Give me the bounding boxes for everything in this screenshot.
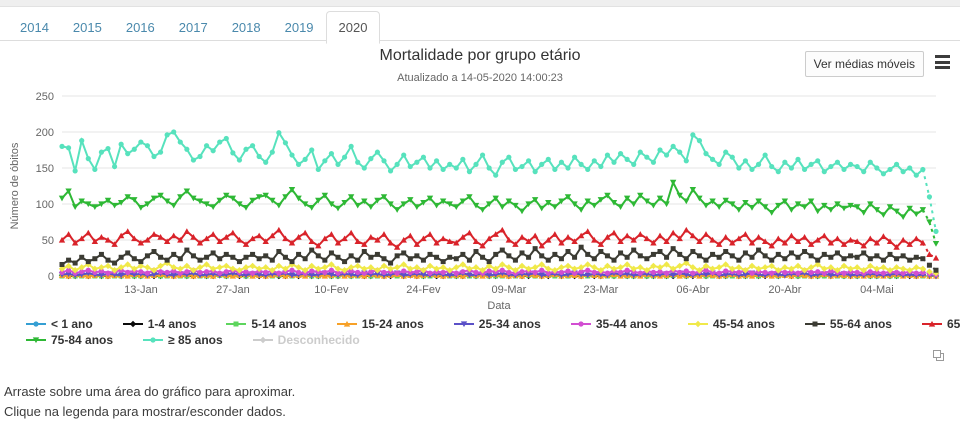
svg-text:50: 50: [42, 235, 54, 247]
legend-label: 65-74 anos: [946, 317, 960, 331]
legend-item-desconhecido[interactable]: Desconhecido: [252, 333, 360, 348]
moving-averages-button[interactable]: Ver médias móveis: [804, 51, 924, 77]
chart-menu-icon[interactable]: [935, 55, 950, 72]
window-top-strip: [0, 0, 960, 7]
svg-text:Data: Data: [487, 300, 511, 312]
chart-title: Mortalidade por grupo etário: [379, 47, 581, 64]
tab-2019[interactable]: 2019: [284, 20, 314, 35]
legend-label: 1-4 anos: [147, 317, 197, 331]
legend-item-55-64-anos[interactable]: 55-64 anos: [804, 317, 892, 332]
legend-label: 15-24 anos: [361, 317, 424, 331]
svg-text:09-Mar: 09-Mar: [491, 284, 526, 296]
legend-marker-icon: [122, 320, 143, 328]
svg-text:23-Mar: 23-Mar: [583, 284, 618, 296]
tab-2017[interactable]: 2017: [178, 20, 208, 35]
legend-item-45-54-anos[interactable]: 45-54 anos: [687, 317, 775, 332]
legend-label: 35-44 anos: [595, 317, 658, 331]
legend-item-35-44-anos[interactable]: 35-44 anos: [570, 317, 658, 332]
legend-marker-icon: [570, 321, 591, 327]
legend-marker-icon: [336, 320, 357, 327]
copy-icon[interactable]: [933, 350, 945, 362]
legend-label: ≥ 85 anos: [168, 333, 223, 347]
legend-marker-icon: [453, 321, 474, 328]
tab-2015[interactable]: 2015: [72, 20, 102, 35]
svg-text:27-Jan: 27-Jan: [216, 284, 250, 296]
mortality-line-chart[interactable]: 0 50 100 150 200 250 13-Jan 27-Jan 10-Fev 24-Fev 0…: [0, 88, 960, 314]
legend-label: 5-14 anos: [251, 317, 307, 331]
legend-item-15-24-anos[interactable]: 15-24 anos: [336, 317, 424, 332]
legend-item-25-34-anos[interactable]: 25-34 anos: [453, 317, 541, 332]
legend-label: 55-64 anos: [829, 317, 892, 331]
legend-item-5-14-anos[interactable]: 5-14 anos: [226, 317, 307, 332]
tab-2020[interactable]: 2020: [325, 11, 381, 44]
legend-item-65-74-anos[interactable]: 65-74 anos: [921, 317, 960, 332]
legend-item-75-84-anos[interactable]: 75-84 anos: [26, 333, 113, 348]
chart-header: Mortalidade por grupo etário Atualizado …: [0, 47, 960, 84]
legend-label: Desconhecido: [277, 333, 360, 347]
svg-text:250: 250: [36, 91, 54, 103]
legend-marker-icon: [143, 337, 164, 343]
legend-marker-icon: [921, 320, 942, 327]
legend-item-1-4-anos[interactable]: 1-4 anos: [122, 317, 197, 332]
chart-panel: Mortalidade por grupo etário Atualizado …: [0, 41, 960, 366]
chart-subtitle: Atualizado a 14-05-2020 14:00:23: [397, 72, 563, 84]
legend-marker-icon: [804, 321, 825, 327]
tab-2014[interactable]: 2014: [20, 20, 49, 35]
legend-label: 25-34 anos: [478, 317, 541, 331]
svg-text:Número de óbitos: Número de óbitos: [9, 142, 21, 229]
legend-label: < 1 ano: [51, 317, 93, 331]
hint-legend: Clique na legenda para mostrar/esconder …: [4, 404, 286, 420]
svg-text:04-Mai: 04-Mai: [860, 284, 894, 296]
svg-text:20-Abr: 20-Abr: [768, 284, 801, 296]
tab-2018[interactable]: 2018: [231, 20, 261, 35]
tab-2016[interactable]: 2016: [125, 20, 155, 35]
legend-marker-icon: [687, 320, 708, 328]
legend-marker-icon: [226, 321, 247, 327]
legend-label: 45-54 anos: [712, 317, 775, 331]
svg-text:0: 0: [48, 271, 54, 283]
legend-label: 75-84 anos: [51, 333, 114, 347]
svg-text:150: 150: [36, 163, 54, 175]
copy-row: [0, 348, 960, 366]
legend-item-menos-1-ano[interactable]: < 1 ano: [26, 317, 93, 332]
hint-zoom: Arraste sobre uma área do gráfico para a…: [4, 384, 296, 399]
svg-text:10-Fev: 10-Fev: [314, 284, 349, 296]
usage-hints: Arraste sobre uma área do gráfico para a…: [4, 382, 960, 422]
year-tabs: 2014 2015 2016 2017 2018 2019 2020: [0, 7, 960, 44]
svg-text:200: 200: [36, 127, 54, 139]
svg-text:100: 100: [36, 199, 54, 211]
legend-marker-icon: [26, 321, 46, 327]
svg-text:13-Jan: 13-Jan: [124, 284, 158, 296]
chart-legend: < 1 ano 1-4 anos 5-14 anos 15-24 anos 25-34 …: [0, 316, 960, 348]
legend-item-85-ou-mais-anos[interactable]: ≥ 85 anos: [143, 333, 223, 348]
legend-marker-icon: [26, 337, 46, 344]
legend-marker-icon: [252, 336, 273, 344]
svg-text:06-Abr: 06-Abr: [676, 284, 709, 296]
svg-text:24-Fev: 24-Fev: [406, 284, 441, 296]
